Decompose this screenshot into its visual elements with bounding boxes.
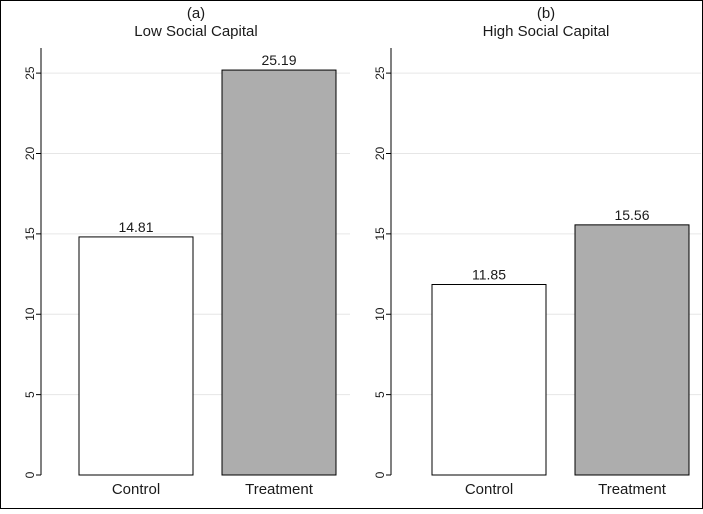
y-tick-label: 25	[373, 66, 387, 80]
bar	[431, 284, 547, 476]
y-tick-label: 0	[373, 471, 387, 478]
y-tick-label: 10	[23, 307, 37, 321]
bar-value-label: 15.56	[614, 207, 649, 223]
y-tick-label: 20	[23, 146, 37, 160]
bar-value-label: 11.85	[472, 267, 506, 283]
y-tick-label: 15	[373, 227, 387, 241]
x-category-label: Control	[465, 481, 513, 498]
y-axis: 0 5 10 15 20 25	[373, 48, 392, 478]
bar	[78, 236, 194, 476]
bars: 14.81 Control 25.19 Treatment	[78, 52, 337, 498]
y-tick-label: 20	[373, 146, 387, 160]
panel-title: (a)	[187, 5, 205, 22]
y-tick-label: 15	[23, 227, 37, 241]
x-category-label: Treatment	[598, 481, 667, 498]
y-tick-label: 5	[373, 391, 387, 398]
bar-value-label: 14.81	[118, 219, 153, 235]
y-tick-label: 25	[23, 66, 37, 80]
panel-subtitle: High Social Capital	[483, 23, 610, 40]
x-category-label: Control	[112, 481, 160, 498]
x-category-label: Treatment	[245, 481, 314, 498]
bar	[574, 224, 690, 476]
y-tick-label: 10	[373, 307, 387, 321]
bar-value-label: 25.19	[261, 52, 296, 68]
panel-title: (b)	[537, 5, 555, 22]
panel-subtitle: Low Social Capital	[134, 23, 257, 40]
panel-high-social-capital: (b) High Social Capital 11.85 Control 15.5…	[373, 5, 701, 498]
y-tick-label: 5	[23, 391, 37, 398]
bars: 11.85 Control 15.56 Treatment	[431, 207, 690, 498]
y-tick-label: 0	[23, 471, 37, 478]
panel-low-social-capital: (a) Low Social Capital 14.81 Control 25.19…	[23, 5, 350, 498]
bar	[221, 69, 337, 476]
y-axis: 0 5 10 15 20 25	[23, 48, 42, 478]
